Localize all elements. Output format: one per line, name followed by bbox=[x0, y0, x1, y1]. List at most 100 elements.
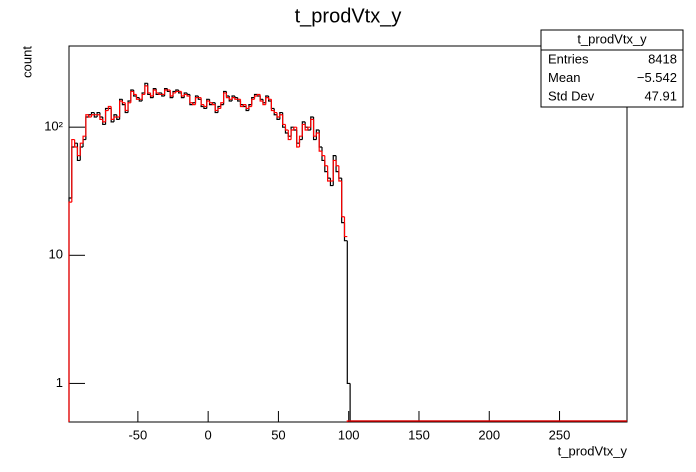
histogram-step bbox=[225, 92, 230, 99]
histogram-step bbox=[200, 97, 204, 106]
histogram-step bbox=[127, 102, 131, 111]
histogram-step bbox=[248, 105, 252, 109]
histogram-step bbox=[172, 92, 176, 97]
histogram-step bbox=[79, 142, 84, 156]
stats-title: t_prodVtx_y bbox=[577, 31, 647, 46]
histogram-step bbox=[245, 104, 249, 110]
histogram-step bbox=[343, 216, 348, 238]
histogram-step bbox=[228, 97, 233, 100]
histogram-step bbox=[282, 114, 286, 126]
histogram-step bbox=[124, 102, 129, 112]
x-tick-label: 250 bbox=[549, 427, 571, 442]
histogram-step bbox=[251, 98, 255, 107]
histogram-step bbox=[141, 93, 145, 100]
histogram-step bbox=[327, 165, 331, 182]
x-tick-label: 150 bbox=[408, 427, 430, 442]
histogram-step bbox=[211, 102, 216, 106]
histogram-step bbox=[90, 111, 95, 115]
histogram-step bbox=[183, 93, 188, 97]
histogram-step bbox=[203, 106, 207, 110]
histogram-step bbox=[189, 96, 193, 104]
histogram-step bbox=[74, 139, 78, 148]
histogram-step bbox=[276, 112, 280, 118]
histogram-step bbox=[76, 147, 81, 157]
histogram-step bbox=[287, 130, 292, 141]
histogram-step bbox=[220, 102, 224, 109]
histogram-step bbox=[214, 104, 218, 112]
x-tick-label: 50 bbox=[271, 427, 285, 442]
histogram-step bbox=[118, 100, 123, 118]
histogram-step bbox=[234, 97, 238, 100]
histogram-step bbox=[175, 90, 179, 93]
stats-frame bbox=[540, 29, 684, 108]
histogram-step bbox=[293, 126, 297, 131]
histogram-step bbox=[99, 114, 103, 120]
histogram-step bbox=[96, 111, 100, 118]
chart-title: t_prodVtx_y bbox=[295, 5, 402, 27]
stats-value: −5.542 bbox=[637, 70, 677, 85]
stats-value: 8418 bbox=[648, 51, 677, 66]
stats-box: t_prodVtx_y Entries 8418 Mean −5.542 Std Dev… bbox=[540, 29, 684, 108]
histogram-step bbox=[82, 135, 86, 144]
histogram-step bbox=[180, 91, 185, 97]
histogram-step bbox=[85, 114, 89, 137]
histogram-step bbox=[335, 160, 339, 167]
histogram-step bbox=[307, 126, 311, 131]
stats-label: Std Dev bbox=[548, 88, 595, 103]
histogram-step bbox=[149, 92, 154, 97]
histogram-step bbox=[93, 112, 98, 118]
histogram-step bbox=[259, 94, 263, 102]
histogram-step bbox=[169, 90, 174, 97]
x-axis-label: t_prodVtx_y bbox=[558, 443, 628, 458]
y-tick-label: 10 bbox=[49, 247, 63, 262]
histogram-step bbox=[304, 124, 308, 131]
stats-value: 47.91 bbox=[644, 88, 677, 103]
y-tick-label: 1 bbox=[56, 375, 63, 390]
histogram-step bbox=[102, 119, 106, 123]
histogram-step bbox=[90, 114, 95, 118]
histogram-step bbox=[147, 85, 151, 94]
histogram-step bbox=[206, 100, 210, 107]
histogram-step bbox=[324, 155, 328, 167]
histogram-step bbox=[239, 99, 244, 108]
histogram-step bbox=[116, 114, 120, 120]
histogram-step bbox=[217, 107, 221, 111]
histogram-step bbox=[270, 99, 275, 112]
histogram-step bbox=[133, 91, 137, 96]
histogram-step bbox=[321, 151, 325, 157]
histogram-step bbox=[290, 129, 294, 140]
histogram-step bbox=[310, 118, 314, 128]
histogram-step bbox=[192, 102, 196, 106]
x-tick-label: 100 bbox=[338, 427, 360, 442]
x-tick-label: -50 bbox=[128, 427, 147, 442]
stats-label: Mean bbox=[548, 70, 581, 85]
histogram-step bbox=[315, 132, 320, 137]
histogram-step bbox=[301, 123, 306, 137]
histogram-step bbox=[265, 97, 269, 105]
histogram-step bbox=[223, 92, 227, 103]
histogram-step bbox=[130, 90, 134, 103]
histogram-step bbox=[135, 94, 140, 100]
histogram-step bbox=[186, 94, 190, 97]
histogram-step bbox=[110, 106, 114, 120]
histogram-step bbox=[113, 116, 117, 120]
histogram-step bbox=[312, 119, 317, 137]
y-tick-label: 10² bbox=[44, 119, 63, 134]
histogram-step bbox=[332, 159, 337, 182]
x-tick-label: 200 bbox=[478, 427, 500, 442]
histogram-step bbox=[231, 97, 235, 100]
histogram-step bbox=[341, 181, 345, 218]
histogram-step bbox=[104, 109, 109, 122]
histogram-step bbox=[68, 201, 72, 422]
x-tick-label: 0 bbox=[205, 427, 212, 442]
histogram-step bbox=[338, 165, 342, 182]
histogram-step bbox=[88, 114, 92, 118]
histogram-step bbox=[284, 124, 289, 131]
histogram-step bbox=[253, 95, 258, 100]
histogram-step bbox=[242, 104, 247, 107]
y-axis-label: count bbox=[19, 46, 34, 78]
histogram-step bbox=[208, 101, 213, 104]
histogram-step bbox=[231, 95, 235, 102]
histogram-step bbox=[298, 135, 303, 148]
